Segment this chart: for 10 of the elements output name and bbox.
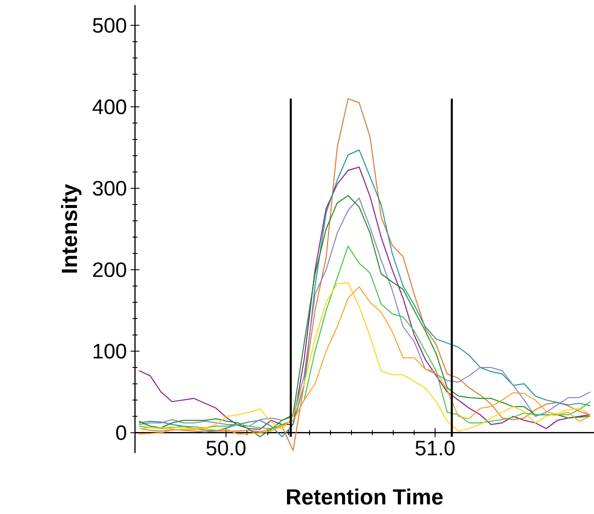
y-tick-label: 200 [93,262,126,278]
x-tick-label: 51.0 [416,440,455,456]
y-axis-title: Intensity [61,184,82,273]
y-tick-label: 300 [92,180,126,196]
y-tick-label: 100 [94,344,126,359]
y-tick-label: 400 [92,99,126,114]
x-axis-title: Retention Time [287,488,443,505]
x-tick-label: 50.0 [206,440,246,456]
y-tick-label: 500 [92,18,126,33]
y-tick-label: 0 [116,425,126,440]
